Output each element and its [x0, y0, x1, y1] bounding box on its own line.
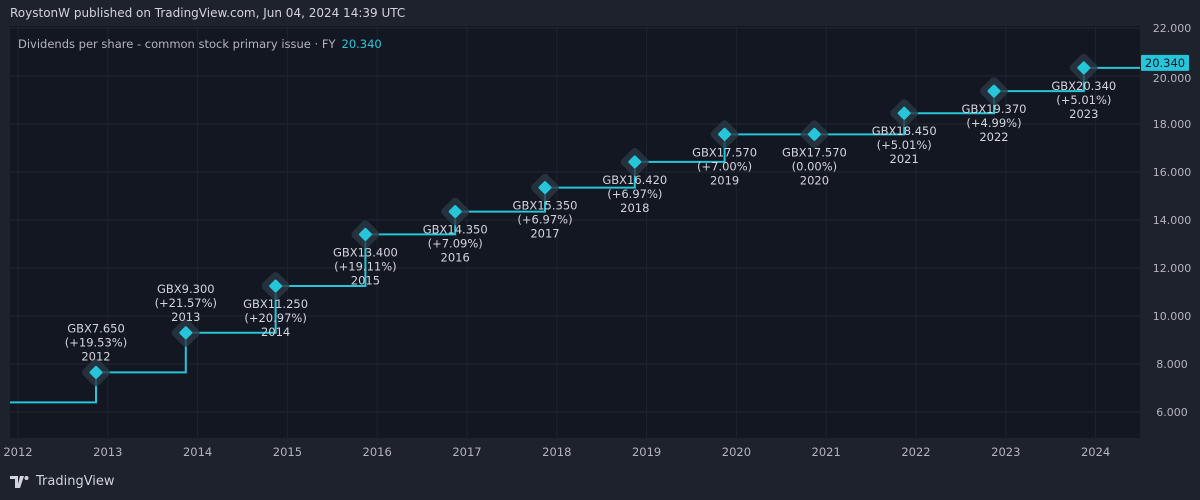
point-fy-label: 2013 [171, 310, 200, 324]
x-tick-label: 2023 [991, 445, 1020, 459]
y-tick-label: 10.000 [1153, 310, 1192, 323]
x-tick-label: 2012 [3, 445, 32, 459]
x-tick-label: 2019 [632, 445, 661, 459]
y-tick-label: 20.000 [1153, 72, 1192, 85]
point-change-label: (+19.11%) [334, 259, 396, 273]
y-tick-label: 14.000 [1153, 214, 1192, 227]
point-value-label: GBX20.340 [1051, 79, 1116, 93]
point-fy-label: 2014 [261, 325, 290, 339]
point-value-label: GBX17.570 [692, 145, 757, 159]
point-change-label: (+20.97%) [244, 311, 306, 325]
point-fy-label: 2018 [620, 201, 649, 215]
point-value-label: GBX17.570 [782, 145, 847, 159]
data-point [89, 365, 103, 379]
point-fy-label: 2016 [441, 251, 470, 265]
plot-background [10, 26, 1140, 438]
x-tick-label: 2024 [1081, 445, 1110, 459]
x-tick-label: 2017 [452, 445, 481, 459]
data-point [448, 205, 462, 219]
legend-label: Dividends per share - common stock prima… [18, 37, 336, 51]
point-change-label: (+6.97%) [607, 187, 662, 201]
point-fy-label: 2019 [710, 173, 739, 187]
point-change-label: (+5.01%) [877, 138, 932, 152]
data-point [718, 127, 732, 141]
point-change-label: (0.00%) [792, 159, 838, 173]
data-point [628, 155, 642, 169]
point-fy-label: 2022 [979, 130, 1008, 144]
point-fy-label: 2015 [351, 273, 380, 287]
point-fy-label: 2020 [800, 173, 829, 187]
point-change-label: (+4.99%) [966, 116, 1021, 130]
tradingview-logo[interactable]: TradingView [10, 474, 115, 489]
point-change-label: (+7.09%) [428, 237, 483, 251]
point-change-label: (+6.97%) [517, 213, 572, 227]
x-tick-label: 2021 [812, 445, 841, 459]
point-fy-label: 2023 [1069, 107, 1098, 121]
x-tick-label: 2022 [901, 445, 930, 459]
x-tick-label: 2014 [183, 445, 212, 459]
data-point [897, 106, 911, 120]
point-fy-label: 2021 [890, 152, 919, 166]
data-point [179, 326, 193, 340]
y-tick-label: 12.000 [1153, 262, 1192, 275]
point-value-label: GBX19.370 [962, 102, 1027, 116]
data-point [358, 227, 372, 241]
x-tick-label: 2013 [93, 445, 122, 459]
y-tick-label: 16.000 [1153, 166, 1192, 179]
point-value-label: GBX11.250 [243, 297, 308, 311]
data-point [538, 181, 552, 195]
point-value-label: GBX16.420 [602, 173, 667, 187]
series-legend: Dividends per share - common stock prima… [18, 37, 382, 51]
point-value-label: GBX13.400 [333, 245, 398, 259]
x-tick-label: 2020 [722, 445, 751, 459]
point-fy-label: 2017 [530, 227, 559, 241]
data-point [987, 84, 1001, 98]
point-value-label: GBX14.350 [423, 223, 488, 237]
last-value-badge [1141, 54, 1189, 71]
point-value-label: GBX15.350 [513, 199, 578, 213]
point-change-label: (+7.00%) [697, 159, 752, 173]
y-tick-label: 22.000 [1153, 22, 1192, 35]
point-change-label: (+19.53%) [65, 335, 127, 349]
tradingview-logo-icon [10, 475, 29, 488]
point-change-label: (+5.01%) [1056, 93, 1111, 107]
data-point [1077, 61, 1091, 75]
point-change-label: (+21.57%) [155, 296, 217, 310]
data-point [807, 127, 821, 141]
last-value-text: 20.340 [1145, 56, 1185, 70]
x-tick-label: 2018 [542, 445, 571, 459]
point-value-label: GBX9.300 [157, 282, 215, 296]
brand-name: TradingView [36, 474, 115, 489]
y-tick-label: 6.000 [1156, 406, 1188, 419]
point-value-label: GBX18.450 [872, 124, 937, 138]
legend-value: 20.340 [341, 37, 382, 51]
point-value-label: GBX7.650 [67, 321, 125, 335]
data-point [269, 279, 283, 293]
published-info: RoystonW published on TradingView.com, J… [10, 6, 406, 20]
x-tick-label: 2015 [273, 445, 302, 459]
y-tick-label: 8.000 [1156, 358, 1188, 371]
x-tick-label: 2016 [363, 445, 392, 459]
y-tick-label: 18.000 [1153, 118, 1192, 131]
point-fy-label: 2012 [81, 349, 110, 363]
